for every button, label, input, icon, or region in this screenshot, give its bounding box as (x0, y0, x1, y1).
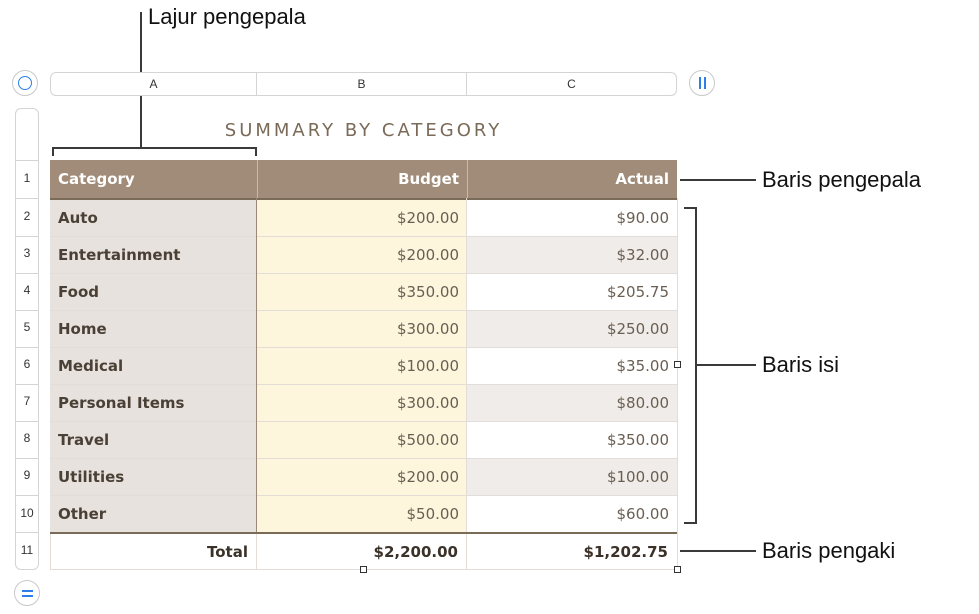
row-header-4[interactable]: 4 (23, 283, 31, 297)
table-cell-category[interactable]: Home (50, 311, 256, 347)
column-separator (466, 73, 467, 95)
callout-footer-row: Baris pengaki (762, 538, 896, 563)
body-rows-bracket (695, 207, 697, 524)
table-title: SUMMARY BY CATEGORY (224, 120, 503, 141)
table-cell-budget[interactable]: $300.00 (257, 385, 467, 421)
table-cell-category[interactable]: Food (50, 274, 256, 310)
resize-handle-right[interactable] (674, 361, 681, 368)
table-cell-budget[interactable]: $350.00 (257, 274, 467, 310)
circle-select-icon (18, 76, 32, 90)
row-header-3[interactable]: 3 (23, 246, 31, 260)
header-cell-category[interactable]: Category (50, 160, 257, 198)
body-rows-bracket-top (684, 207, 697, 209)
pause-bars-icon (698, 77, 706, 89)
table-cell-budget[interactable]: $50.00 (257, 496, 467, 532)
row-header-6[interactable]: 6 (23, 357, 31, 371)
table-cell-actual[interactable]: $32.00 (467, 237, 677, 273)
table-cell-actual[interactable]: $60.00 (467, 496, 677, 532)
header-cell-budget[interactable]: Budget (257, 160, 467, 198)
column-header-bar: A B C (50, 72, 677, 96)
table-cell-actual[interactable]: $35.00 (467, 348, 677, 384)
table-right-border (677, 198, 678, 570)
callout-header-column: Lajur pengepala (148, 4, 306, 29)
table-cell-budget[interactable]: $200.00 (257, 200, 467, 236)
row-header-5[interactable]: 5 (23, 320, 31, 334)
footer-divider (256, 534, 257, 569)
callout-header-row: Baris pengepala (762, 167, 922, 192)
table-cell-actual[interactable]: $250.00 (467, 311, 677, 347)
table-cell-category[interactable]: Medical (50, 348, 256, 384)
callout-line-header-row (680, 179, 756, 181)
table-cell-budget[interactable]: $100.00 (257, 348, 467, 384)
row-header-11[interactable]: 11 (20, 543, 34, 557)
header-column-bracket (52, 147, 257, 149)
table-cell-category[interactable]: Entertainment (50, 237, 256, 273)
equals-icon (21, 589, 33, 597)
footer-cell-label[interactable]: Total (51, 534, 256, 569)
table-left-border (50, 532, 51, 570)
table-cell-category[interactable]: Personal Items (50, 385, 256, 421)
table-cell-category[interactable]: Other (50, 496, 256, 532)
column-header-a[interactable]: A (149, 77, 158, 91)
row-header-2[interactable]: 2 (23, 209, 31, 223)
table-cell-actual[interactable]: $205.75 (467, 274, 677, 310)
column-divider (466, 198, 467, 570)
row-header-1[interactable]: 1 (23, 171, 31, 185)
header-column-bracket-left (52, 147, 54, 156)
header-column-border (256, 198, 257, 532)
header-column-bracket-right (255, 147, 257, 156)
body-rows-bracket-bottom (684, 522, 697, 524)
header-cell-actual[interactable]: Actual (467, 160, 677, 198)
table-cell-actual[interactable]: $90.00 (467, 200, 677, 236)
column-separator (256, 73, 257, 95)
callout-line-footer-row (680, 550, 756, 552)
row-header-bar (15, 108, 39, 570)
resize-handle-bottom[interactable] (360, 566, 367, 573)
footer-top-border (50, 532, 677, 534)
table-cell-budget[interactable]: $300.00 (257, 311, 467, 347)
table-cell-budget[interactable]: $200.00 (257, 237, 467, 273)
table-cell-budget[interactable]: $200.00 (257, 459, 467, 495)
row-header-7[interactable]: 7 (23, 394, 31, 408)
table-cell-category[interactable]: Utilities (50, 459, 256, 495)
table-cell-category[interactable]: Auto (50, 200, 256, 236)
table-cell-category[interactable]: Travel (50, 422, 256, 458)
add-row-button[interactable] (14, 580, 40, 606)
column-header-b[interactable]: B (357, 77, 366, 91)
select-all-button[interactable] (12, 70, 38, 96)
callout-line-body-rows (697, 364, 756, 366)
row-header-9[interactable]: 9 (23, 468, 31, 482)
add-column-button[interactable] (689, 70, 715, 96)
header-bottom-border (50, 198, 677, 200)
resize-handle-corner[interactable] (674, 566, 681, 573)
table-cell-actual[interactable]: $100.00 (467, 459, 677, 495)
row-header-10[interactable]: 10 (20, 506, 34, 520)
row-header-8[interactable]: 8 (23, 431, 31, 445)
footer-cell-budget[interactable]: $2,200.00 (257, 534, 466, 569)
table-cell-actual[interactable]: $350.00 (467, 422, 677, 458)
table-cell-actual[interactable]: $80.00 (467, 385, 677, 421)
footer-cell-actual[interactable]: $1,202.75 (467, 534, 676, 569)
table-cell-budget[interactable]: $500.00 (257, 422, 467, 458)
callout-body-rows: Baris isi (762, 352, 840, 377)
column-header-c[interactable]: C (567, 77, 576, 91)
